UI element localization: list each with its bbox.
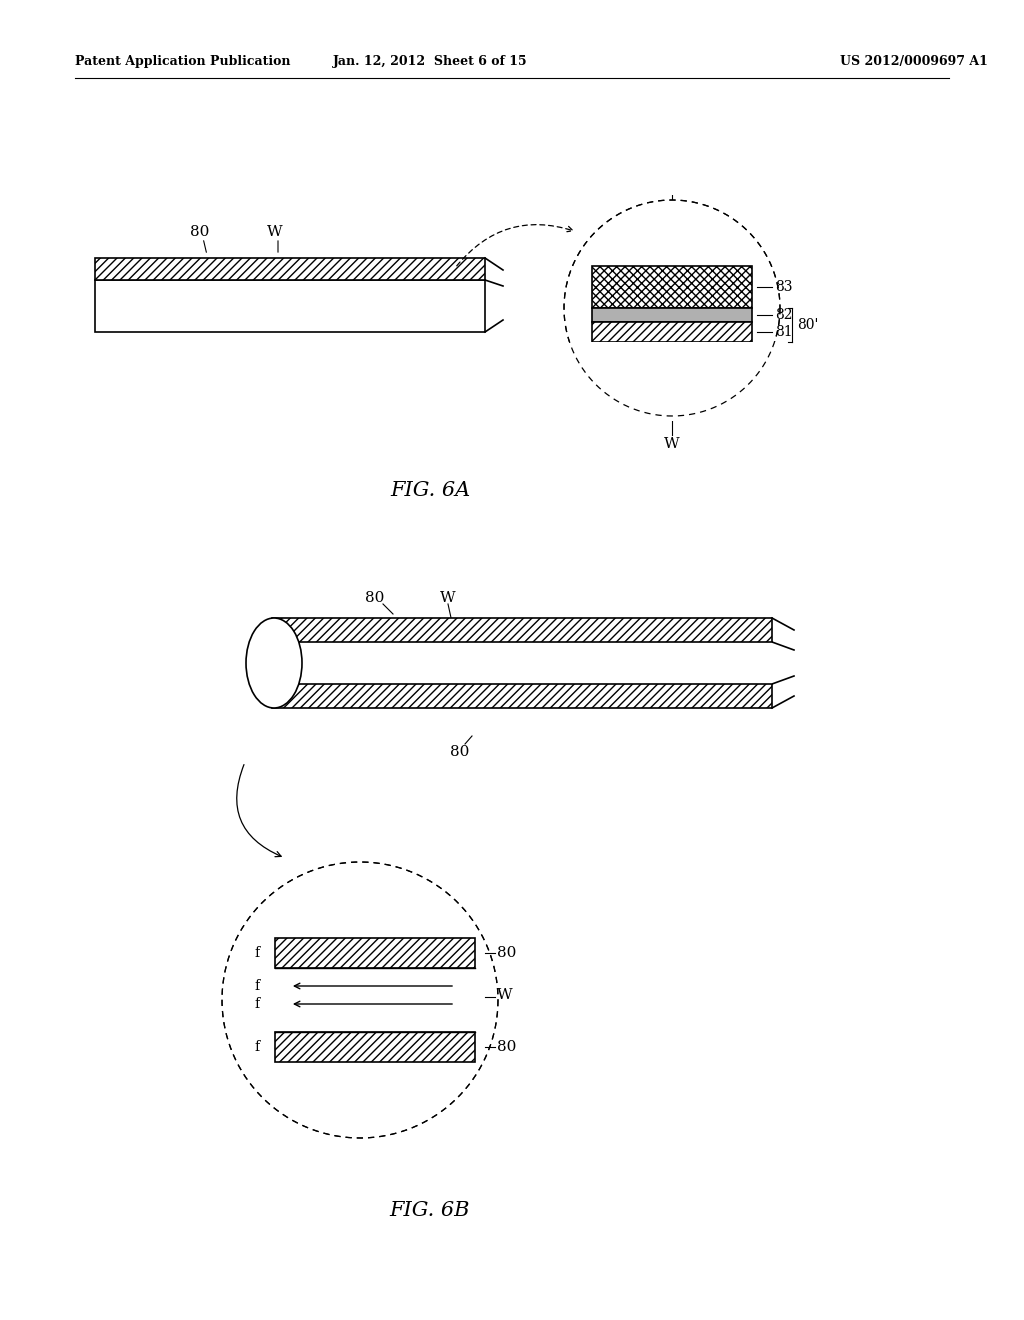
Text: Jan. 12, 2012  Sheet 6 of 15: Jan. 12, 2012 Sheet 6 of 15 — [333, 55, 527, 69]
Text: 80: 80 — [663, 176, 682, 189]
Text: f: f — [254, 946, 259, 960]
FancyArrowPatch shape — [237, 764, 282, 857]
Text: US 2012/0009697 A1: US 2012/0009697 A1 — [840, 55, 988, 69]
Text: FIG. 6B: FIG. 6B — [390, 1200, 470, 1220]
Text: 80': 80' — [797, 318, 818, 333]
Text: 80: 80 — [190, 224, 210, 239]
Bar — [272, 684, 772, 708]
Bar — [559, 135, 785, 195]
Bar — [272, 618, 772, 642]
Text: 82: 82 — [775, 308, 793, 322]
Bar — [275, 1032, 475, 1063]
Text: 80: 80 — [366, 591, 385, 605]
Text: 80: 80 — [497, 1040, 516, 1053]
Bar — [592, 267, 752, 308]
Bar — [95, 257, 485, 280]
Text: W: W — [497, 987, 513, 1002]
Text: 80: 80 — [451, 744, 470, 759]
Text: f: f — [254, 979, 259, 993]
Bar — [592, 322, 752, 342]
Bar — [275, 939, 475, 968]
Text: 80: 80 — [497, 946, 516, 960]
Bar — [95, 280, 485, 333]
Bar — [275, 968, 475, 1023]
Text: 81: 81 — [775, 325, 793, 339]
Bar — [559, 342, 785, 421]
Bar — [592, 308, 752, 322]
FancyArrowPatch shape — [457, 224, 573, 265]
Text: f: f — [254, 997, 259, 1011]
Text: 83: 83 — [775, 280, 793, 294]
Text: W: W — [267, 224, 283, 239]
Text: W: W — [440, 591, 456, 605]
Text: f: f — [254, 1040, 259, 1053]
Bar — [300, 642, 772, 684]
Ellipse shape — [246, 618, 302, 708]
Text: W: W — [665, 437, 680, 451]
Text: FIG. 6A: FIG. 6A — [390, 480, 470, 499]
Text: Patent Application Publication: Patent Application Publication — [75, 55, 291, 69]
